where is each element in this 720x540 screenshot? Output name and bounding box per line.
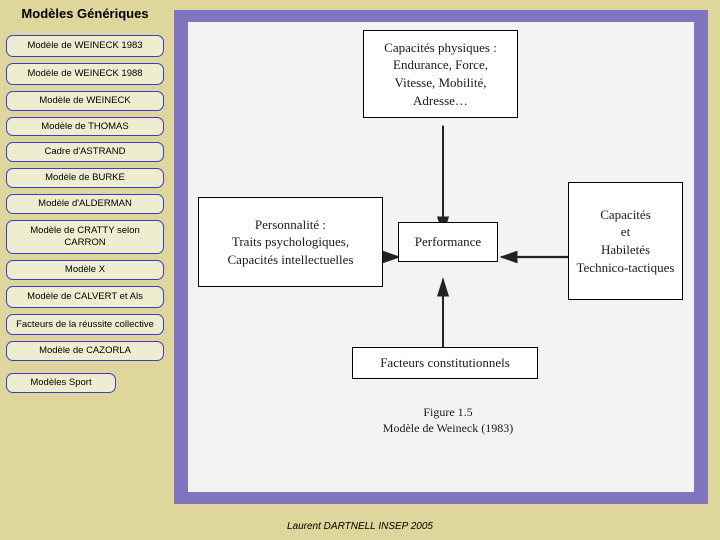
- nav-item-sport[interactable]: Modèles Sport: [6, 373, 116, 393]
- diagram-area: Capacités physiques : Endurance, Force, …: [170, 0, 720, 512]
- nav-item-weineck-1983[interactable]: Modèle de WEINECK 1983: [6, 35, 164, 57]
- box-personnalite: Personnalité : Traits psychologiques, Ca…: [198, 197, 383, 287]
- nav-item-astrand[interactable]: Cadre d'ASTRAND: [6, 142, 164, 162]
- nav-item-cazorla[interactable]: Modèle de CAZORLA: [6, 341, 164, 361]
- footer-text: Laurent DARTNELL INSEP 2005: [287, 521, 433, 532]
- nav-item-alderman[interactable]: Modèle d'ALDERMAN: [6, 194, 164, 214]
- nav-item-burke[interactable]: Modèle de BURKE: [6, 168, 164, 188]
- box-capacites-physiques: Capacités physiques : Endurance, Force, …: [363, 30, 518, 118]
- box-facteurs-constitutionnels: Facteurs constitutionnels: [352, 347, 538, 379]
- nav-item-weineck-1988[interactable]: Modèle de WEINECK 1988: [6, 63, 164, 85]
- box-performance: Performance: [398, 222, 498, 262]
- sidebar-title: Modèles Génériques: [6, 6, 164, 23]
- diagram-caption: Figure 1.5 Modèle de Weineck (1983): [358, 404, 538, 436]
- nav-item-x[interactable]: Modèle X: [6, 260, 164, 280]
- nav-item-weineck[interactable]: Modèle de WEINECK: [6, 91, 164, 111]
- box-capacites-habiletes: Capacités et Habiletés Technico-tactique…: [568, 182, 683, 300]
- nav-item-calvert[interactable]: Modèle de CALVERT et Als: [6, 286, 164, 308]
- diagram-frame: Capacités physiques : Endurance, Force, …: [174, 10, 708, 504]
- nav-item-reussite[interactable]: Facteurs de la réussite collective: [6, 314, 164, 336]
- nav-item-thomas[interactable]: Modèle de THOMAS: [6, 117, 164, 137]
- nav-item-cratty[interactable]: Modèle de CRATTY selon CARRON: [6, 220, 164, 254]
- diagram-paper: Capacités physiques : Endurance, Force, …: [188, 22, 694, 492]
- sidebar: Modèles Génériques Modèle de WEINECK 198…: [0, 0, 170, 512]
- footer: Laurent DARTNELL INSEP 2005: [0, 512, 720, 540]
